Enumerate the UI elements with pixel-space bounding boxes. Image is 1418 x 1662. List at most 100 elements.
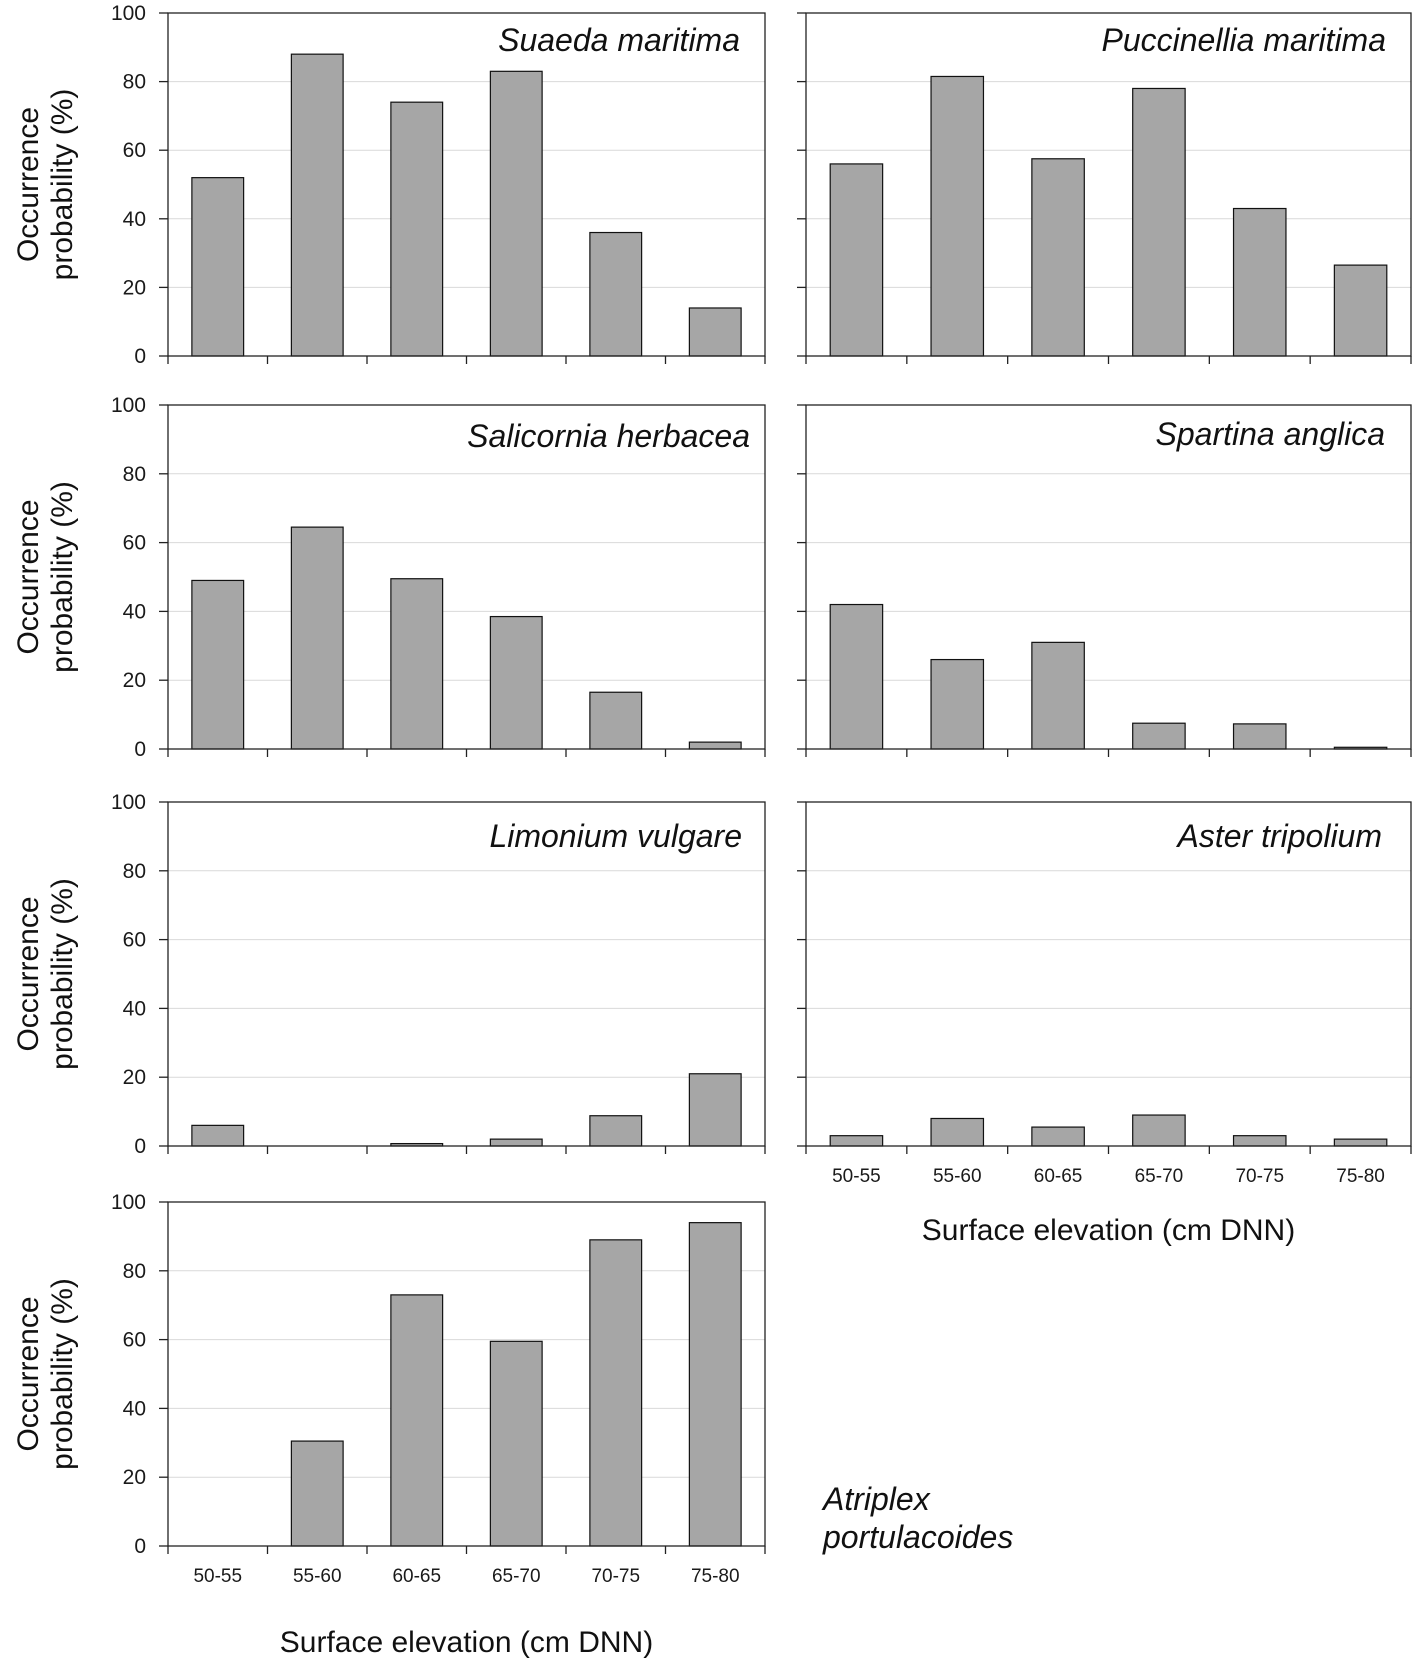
y-tick-label: 60 bbox=[123, 1329, 146, 1352]
chart-panel: 50-55 55-60 60-65 65-70 70-75 75-80 Surface el… bbox=[797, 801, 1412, 1247]
bar bbox=[1232, 723, 1287, 750]
chart-panel: 0 20 40 60 80 100 Occurrence probability (%) Sal… bbox=[12, 394, 766, 761]
bar bbox=[191, 177, 245, 357]
bar bbox=[1031, 1126, 1085, 1147]
x-tick-label: 55-60 bbox=[293, 1566, 342, 1587]
chart-title: Spartina anglica bbox=[1156, 416, 1385, 452]
chart-title: Aster tripolium bbox=[1176, 818, 1383, 854]
chart-title: portulacoides bbox=[822, 1519, 1013, 1555]
y-axis-label: Occurrence bbox=[12, 107, 45, 262]
y-tick-label: 80 bbox=[123, 860, 146, 883]
bar bbox=[589, 231, 643, 357]
y-tick-label: 20 bbox=[123, 1066, 146, 1089]
chart-panel: Spartina anglica bbox=[797, 404, 1412, 757]
y-tick-label: 20 bbox=[123, 669, 146, 692]
y-axis-label: probability (%) bbox=[46, 89, 79, 281]
y-tick-label: 0 bbox=[134, 1535, 146, 1558]
x-tick-label: 50-55 bbox=[193, 1566, 242, 1587]
y-axis-label: probability (%) bbox=[46, 481, 79, 673]
y-tick-label: 60 bbox=[123, 139, 146, 162]
chart-title: Salicornia herbacea bbox=[467, 418, 750, 454]
y-tick-label: 40 bbox=[123, 208, 146, 231]
y-axis-label: Occurrence bbox=[12, 896, 45, 1051]
chart-panel: 0 20 40 60 80 100 Occurrence probability (%) Sua… bbox=[12, 2, 766, 368]
chart-title: Suaeda maritima bbox=[498, 22, 740, 58]
chart-title: Atriplex bbox=[821, 1481, 931, 1517]
bar bbox=[191, 579, 245, 750]
bar bbox=[489, 1138, 543, 1147]
bar bbox=[688, 1222, 742, 1547]
x-tick-label: 65-70 bbox=[1135, 1166, 1184, 1187]
bar bbox=[1031, 158, 1085, 357]
x-tick-label: 70-75 bbox=[1235, 1166, 1284, 1187]
y-tick-label: 0 bbox=[134, 345, 146, 368]
x-tick-label: 75-80 bbox=[1336, 1166, 1385, 1187]
x-tick-label: 70-75 bbox=[591, 1566, 640, 1587]
bar bbox=[1031, 641, 1085, 750]
y-axis-label: Occurrence bbox=[12, 1296, 45, 1451]
y-tick-label: 20 bbox=[123, 276, 146, 299]
x-tick-label: 65-70 bbox=[492, 1566, 541, 1587]
y-tick-label: 40 bbox=[123, 600, 146, 623]
plot-frame bbox=[805, 12, 1412, 357]
y-tick-label: 40 bbox=[123, 1397, 146, 1420]
bar bbox=[589, 691, 643, 750]
y-tick-label: 100 bbox=[111, 394, 146, 417]
bar bbox=[290, 53, 344, 357]
y-tick-label: 100 bbox=[111, 1191, 146, 1214]
y-tick-label: 60 bbox=[123, 532, 146, 555]
bar bbox=[1132, 1114, 1186, 1147]
bar bbox=[1333, 1138, 1388, 1147]
y-tick-label: 20 bbox=[123, 1466, 146, 1489]
x-tick-label: 60-65 bbox=[1034, 1166, 1083, 1187]
bar bbox=[290, 526, 344, 750]
bar bbox=[489, 70, 543, 357]
bar bbox=[290, 1440, 344, 1547]
x-tick-label: 50-55 bbox=[832, 1166, 881, 1187]
bar bbox=[489, 1340, 543, 1547]
bar bbox=[191, 1124, 245, 1147]
chart-panel: Puccinellia maritima bbox=[797, 12, 1412, 364]
bar bbox=[688, 741, 742, 750]
bar bbox=[829, 163, 884, 357]
y-tick-label: 0 bbox=[134, 738, 146, 761]
bar bbox=[1333, 264, 1388, 357]
bar bbox=[1232, 207, 1287, 357]
bar bbox=[930, 658, 985, 750]
y-tick-label: 40 bbox=[123, 997, 146, 1020]
chart-panel: 0 20 40 60 80 100 Occurrence probability (%) Lim… bbox=[12, 791, 766, 1158]
y-tick-label: 60 bbox=[123, 929, 146, 952]
plot-frame bbox=[167, 12, 766, 357]
bar bbox=[1232, 1135, 1287, 1147]
bar bbox=[589, 1239, 643, 1547]
y-tick-label: 80 bbox=[123, 463, 146, 486]
chart-panel: 0 20 40 60 80 100 Occurrence probability (%) 50-… bbox=[12, 1191, 1013, 1659]
bar bbox=[688, 1073, 742, 1147]
x-axis-label: Surface elevation (cm DNN) bbox=[922, 1214, 1295, 1247]
bar bbox=[688, 307, 742, 357]
y-tick-label: 100 bbox=[111, 2, 146, 25]
bar bbox=[1132, 722, 1186, 750]
y-axis-label: probability (%) bbox=[46, 1278, 79, 1470]
bar bbox=[589, 1115, 643, 1147]
y-tick-label: 100 bbox=[111, 791, 146, 814]
plot-frame bbox=[805, 404, 1412, 750]
y-tick-label: 80 bbox=[123, 71, 146, 94]
bar bbox=[930, 75, 985, 357]
bar bbox=[390, 578, 444, 750]
plot-frame bbox=[167, 1201, 766, 1547]
chart-title: Limonium vulgare bbox=[489, 818, 742, 854]
bar bbox=[1132, 87, 1186, 357]
bar bbox=[390, 1294, 444, 1547]
bar bbox=[390, 101, 444, 357]
chart-title: Puccinellia maritima bbox=[1101, 22, 1386, 58]
x-axis-label: Surface elevation (cm DNN) bbox=[280, 1626, 653, 1659]
y-tick-label: 80 bbox=[123, 1260, 146, 1283]
bar bbox=[829, 1135, 884, 1147]
x-tick-label: 75-80 bbox=[691, 1566, 740, 1587]
y-tick-label: 0 bbox=[134, 1135, 146, 1158]
bar bbox=[930, 1117, 985, 1147]
y-axis-label: Occurrence bbox=[12, 499, 45, 654]
x-tick-label: 55-60 bbox=[933, 1166, 982, 1187]
